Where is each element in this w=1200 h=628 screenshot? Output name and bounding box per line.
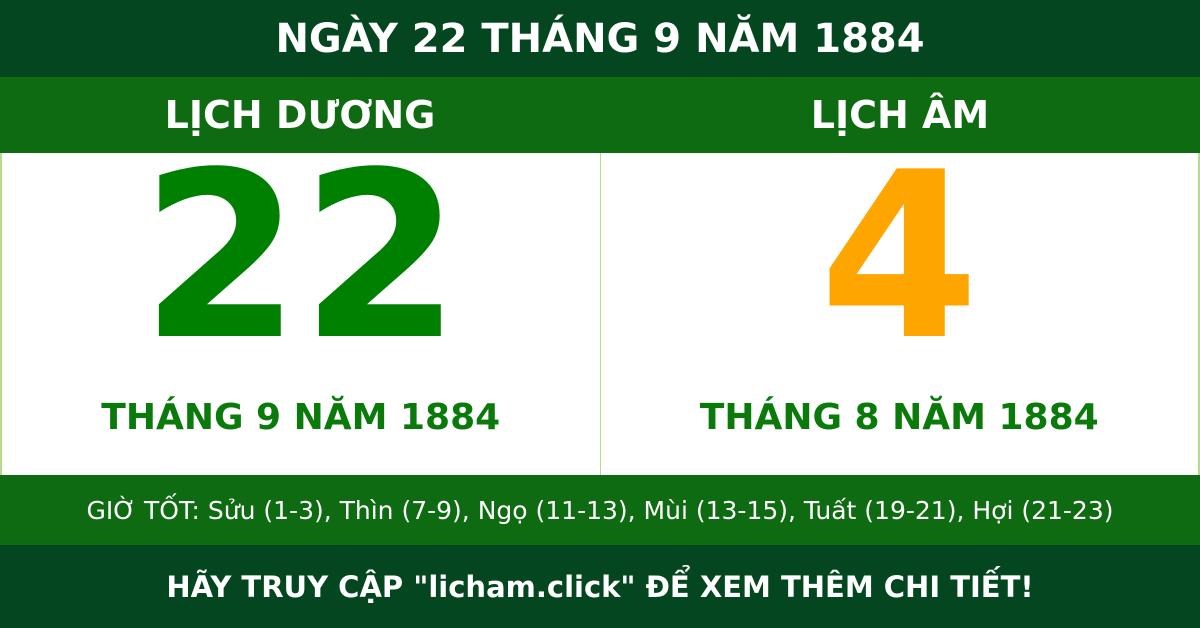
footer-cta: HÃY TRUY CẬP "licham.click" ĐỂ XEM THÊM … xyxy=(0,545,1200,628)
lunar-label: LỊCH ÂM xyxy=(810,93,990,137)
solar-label: LỊCH DƯƠNG xyxy=(164,93,436,137)
lunar-column: 4 THÁNG 8 NĂM 1884 xyxy=(599,143,1199,475)
lunar-day: 4 xyxy=(819,124,980,391)
calendar-body: 22 THÁNG 9 NĂM 1884 4 THÁNG 8 NĂM 1884 xyxy=(0,143,1200,475)
solar-day: 22 xyxy=(140,124,461,391)
lunar-month-year: THÁNG 8 NĂM 1884 xyxy=(699,397,1099,438)
calendar-labels: LỊCH DƯƠNG LỊCH ÂM xyxy=(0,77,1200,153)
solar-month-year: THÁNG 9 NĂM 1884 xyxy=(101,397,501,438)
good-hours: GIỜ TỐT: Sửu (1-3), Thìn (7-9), Ngọ (11-… xyxy=(0,475,1200,545)
solar-column: 22 THÁNG 9 NĂM 1884 xyxy=(2,143,600,475)
page-title: NGÀY 22 THÁNG 9 NĂM 1884 xyxy=(0,0,1200,77)
